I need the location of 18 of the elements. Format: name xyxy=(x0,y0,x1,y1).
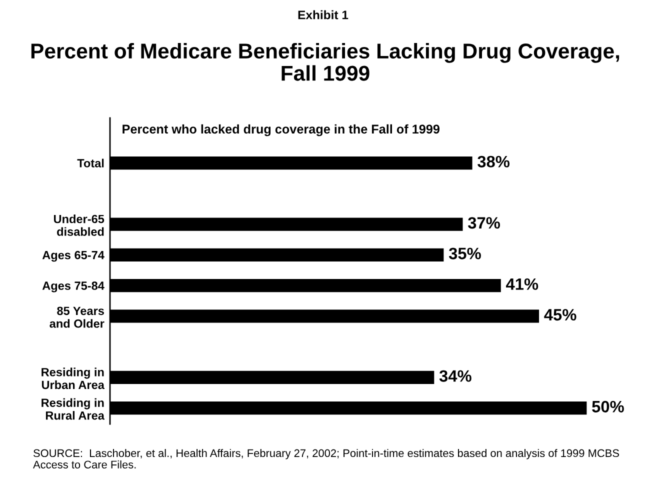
y-tick-label: Residing in Rural Area xyxy=(42,398,105,420)
text: Exhibit 1 xyxy=(298,10,348,20)
data-label: 45% xyxy=(544,309,576,321)
y-tick-label: Residing in Urban Area xyxy=(42,368,105,390)
chart-title: Percent of Medicare Beneficiaries Lacking Drug Coverage, Fall 1999 xyxy=(31,43,620,81)
y-tick-label: 85 Years and Older xyxy=(50,306,104,328)
y-tick-label: Total xyxy=(77,158,104,168)
chart-subtitle: Percent who lacked drug coverage in the Fall of 1999 xyxy=(122,124,440,136)
data-label: 50% xyxy=(592,400,624,412)
y-tick-label: Ages 75-84 xyxy=(42,282,104,292)
data-label: 41% xyxy=(506,278,538,290)
data-label: 35% xyxy=(448,248,481,260)
data-label: 37% xyxy=(468,217,500,229)
y-tick-label: Under-65 disabled xyxy=(54,214,104,236)
data-label: 34% xyxy=(439,370,472,382)
data-label: 38% xyxy=(478,156,510,168)
y-tick-label: Ages 65-74 xyxy=(42,250,104,262)
source-note: SOURCE: Laschober, et al., Health Affairs, February 27, 2002; Point-in-time estimates based on analysis of 1999 MCBS Access to Care Files. xyxy=(33,449,619,468)
